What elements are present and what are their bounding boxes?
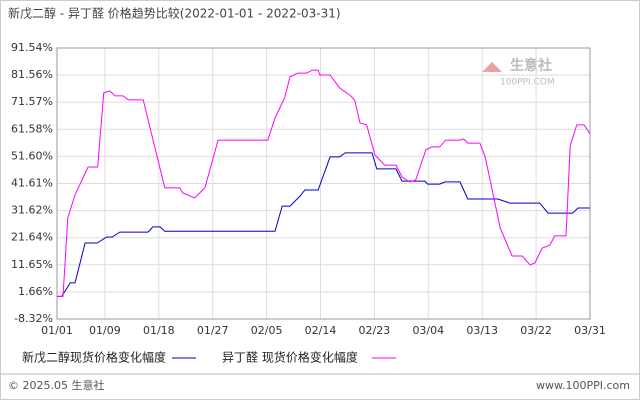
- plot-border: [56, 47, 591, 320]
- x-tick-label: 01/27: [197, 324, 229, 337]
- x-tick-label: 03/04: [412, 324, 444, 337]
- y-tick-label: -8.32%: [14, 312, 53, 325]
- y-tick-label: 61.58%: [11, 122, 53, 135]
- x-tick-label: 03/31: [574, 324, 606, 337]
- x-tick-label: 01/18: [143, 324, 175, 337]
- x-tick-label: 02/14: [305, 324, 337, 337]
- y-tick-label: 71.57%: [11, 95, 53, 108]
- x-tick-label: 03/22: [520, 324, 552, 337]
- series-line: [57, 152, 590, 297]
- x-tick-label: 02/23: [359, 324, 391, 337]
- legend-label: 异丁醛 现货价格变化幅度: [222, 350, 358, 365]
- x-tick-label: 03/13: [466, 324, 498, 337]
- x-tick-label: 01/01: [41, 324, 73, 337]
- watermark-logo: [482, 62, 502, 72]
- chart-title: 新戊二醇 - 异丁醛 价格趋势比较(2022-01-01 - 2022-03-3…: [8, 6, 341, 21]
- footer-left: © 2025.05 生意社: [8, 378, 104, 392]
- y-tick-label: 81.56%: [11, 68, 53, 81]
- series-line: [57, 69, 591, 297]
- y-tick-label: 31.62%: [11, 204, 53, 217]
- y-tick-label: 21.64%: [11, 231, 53, 244]
- y-tick-label: 1.66%: [18, 285, 53, 298]
- footer-right: www.100PPI.com: [536, 379, 630, 392]
- x-tick-label: 02/05: [251, 324, 283, 337]
- y-tick-label: 51.60%: [11, 149, 53, 162]
- watermark-url: 100PPI.COM: [500, 78, 555, 88]
- legend-label: 新戊二醇现货价格变化幅度: [22, 350, 166, 365]
- y-tick-label: 91.54%: [11, 41, 53, 54]
- y-tick-label: 41.61%: [11, 177, 53, 190]
- x-tick-label: 01/09: [89, 324, 121, 337]
- watermark: 生意社: [510, 57, 552, 74]
- y-tick-label: 11.65%: [11, 258, 53, 271]
